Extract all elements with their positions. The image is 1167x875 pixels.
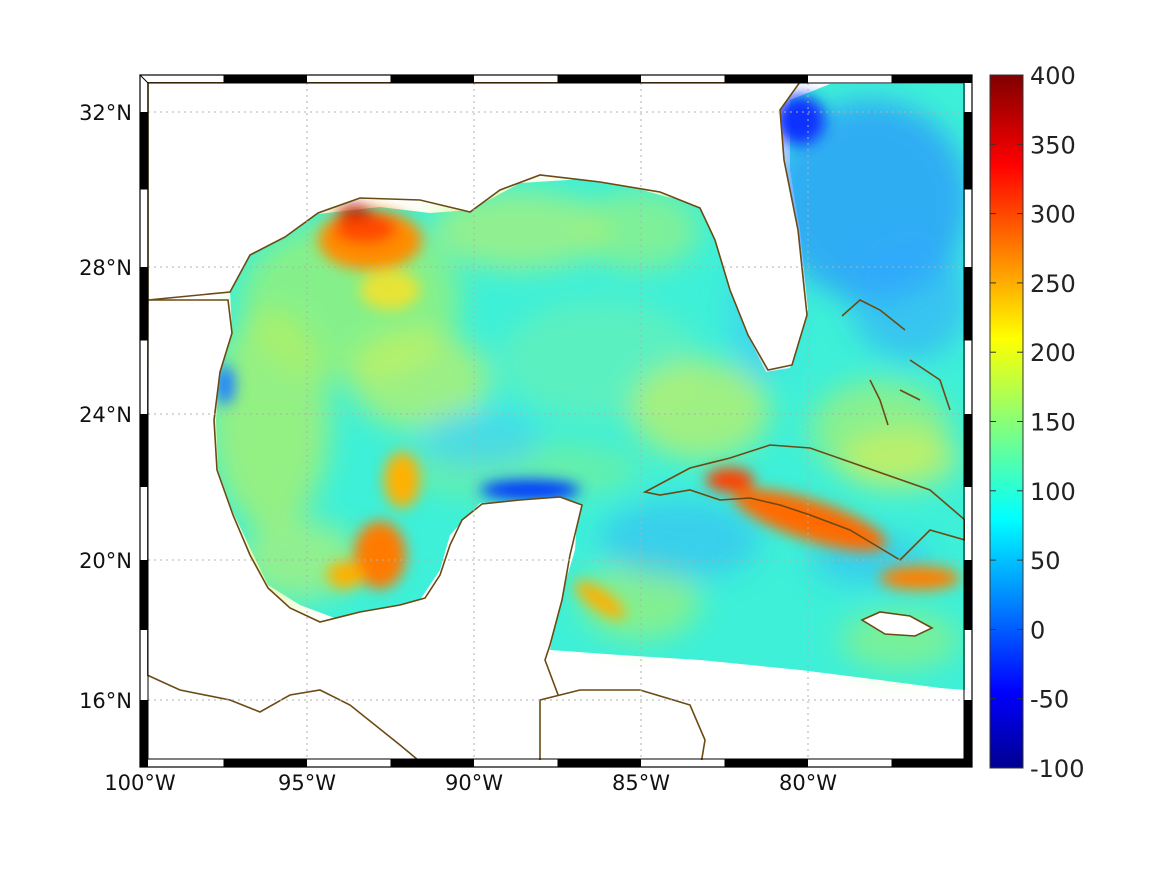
colorbar-tick-label: -100 xyxy=(1030,755,1084,783)
frame-segment xyxy=(390,75,474,83)
frame-corner xyxy=(963,758,973,768)
frame-segment xyxy=(964,560,972,630)
frame-segment xyxy=(140,112,148,190)
latitude-tick-label: 32°N xyxy=(79,101,132,125)
land-mexico-yucatan xyxy=(147,299,583,760)
frame-segment xyxy=(223,759,307,767)
frame-segment xyxy=(964,700,972,767)
land-us-gulf-coast xyxy=(147,82,808,371)
latitude-tick-label: 20°N xyxy=(79,549,132,573)
frame-segment xyxy=(724,759,808,767)
colorbar-tick-label: 100 xyxy=(1030,478,1076,506)
graticule xyxy=(148,83,964,759)
colorbar-tick-label: 350 xyxy=(1030,131,1076,159)
frame-segment xyxy=(964,414,972,487)
map-frame xyxy=(139,74,973,768)
frame-segment xyxy=(724,75,808,83)
land-masses xyxy=(147,82,965,760)
frame-segment xyxy=(557,759,641,767)
frame-corner xyxy=(963,74,973,84)
colorbar-tick-label: -50 xyxy=(1030,686,1069,714)
colorbar-tick-label: 250 xyxy=(1030,270,1076,298)
frame-segment xyxy=(964,267,972,341)
colorbar-tick-label: 0 xyxy=(1030,616,1045,644)
frame-segment xyxy=(140,267,148,341)
longitude-tick-label: 85°W xyxy=(612,771,670,795)
frame-segment xyxy=(223,75,307,83)
longitude-tick-label: 100°W xyxy=(104,771,176,795)
frame-corner xyxy=(139,758,149,768)
colorbar-tick-label: 200 xyxy=(1030,339,1076,367)
land-jamaica xyxy=(860,611,934,637)
frame-segment xyxy=(140,700,148,767)
latitude-tick-label: 28°N xyxy=(79,256,132,280)
land-cuba xyxy=(642,444,965,562)
land-bahamas xyxy=(841,299,951,426)
field-extremes xyxy=(215,95,960,620)
colorbar-tick-label: 400 xyxy=(1030,62,1076,90)
colorbar-ticks: 400 350 300 250 200 150 100 50 0 -50 -100 xyxy=(990,62,1084,783)
frame-segment xyxy=(557,75,641,83)
ocean-data-field xyxy=(210,84,965,690)
longitude-tick-label: 90°W xyxy=(445,771,503,795)
land-central-america xyxy=(539,689,706,760)
frame-segment xyxy=(140,560,148,630)
colorbar-tick-label: 300 xyxy=(1030,201,1076,229)
frame-segment xyxy=(964,112,972,190)
longitude-labels: 100°W 95°W 90°W 85°W 80°W xyxy=(104,771,837,795)
frame-segment xyxy=(891,75,972,83)
latitude-tick-label: 16°N xyxy=(79,689,132,713)
colorbar-tick-label: 150 xyxy=(1030,409,1076,437)
colorbar: 400 350 300 250 200 150 100 50 0 -50 -100 xyxy=(989,62,1084,783)
frame-segment xyxy=(140,414,148,487)
latitude-tick-label: 24°N xyxy=(79,403,132,427)
longitude-tick-label: 80°W xyxy=(779,771,837,795)
colorbar-tick-label: 50 xyxy=(1030,547,1061,575)
longitude-tick-label: 95°W xyxy=(278,771,336,795)
frame-segment xyxy=(390,759,474,767)
frame-segment xyxy=(891,759,972,767)
latitude-labels: 32°N 28°N 24°N 20°N 16°N xyxy=(79,101,132,713)
frame-corner xyxy=(139,74,149,84)
